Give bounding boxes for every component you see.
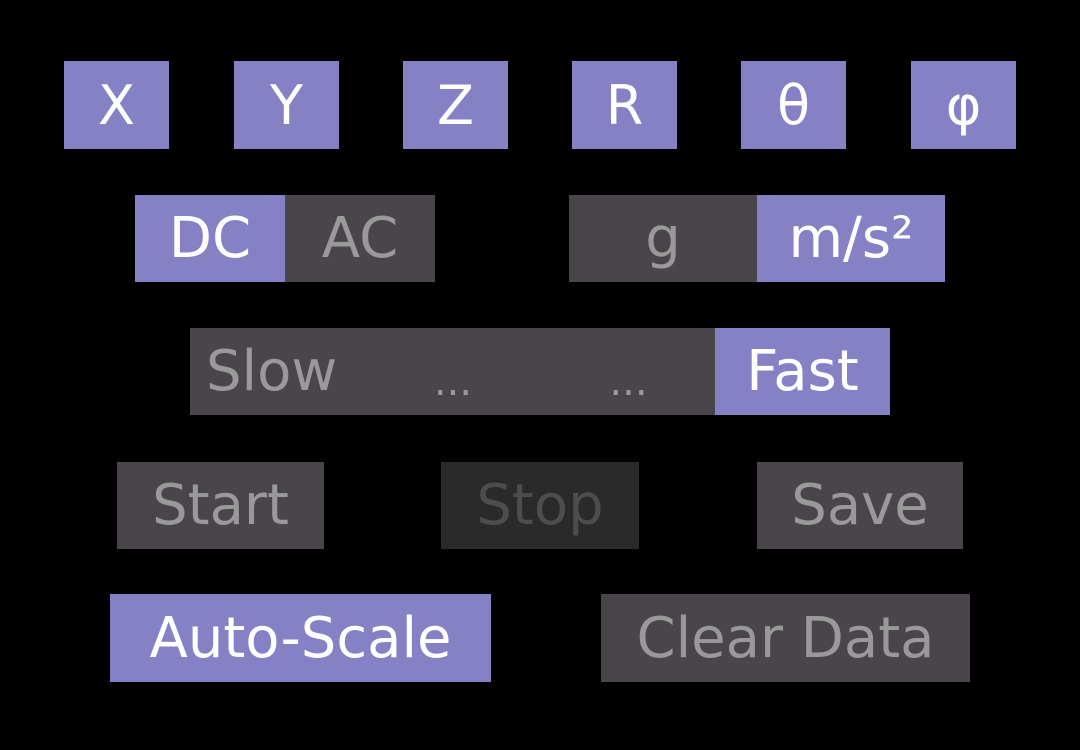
stop-button: Stop bbox=[441, 462, 639, 549]
axis-y-button[interactable]: Y bbox=[234, 61, 339, 149]
axis-phi-button[interactable]: φ bbox=[911, 61, 1016, 149]
clear-data-button[interactable]: Clear Data bbox=[601, 594, 970, 682]
ac-coupling-button[interactable]: AC bbox=[285, 195, 435, 282]
speed-slow-button[interactable]: Slow bbox=[190, 328, 404, 415]
axis-theta-button[interactable]: θ bbox=[741, 61, 846, 149]
axis-r-button[interactable]: R bbox=[572, 61, 677, 149]
auto-scale-button[interactable]: Auto-Scale bbox=[110, 594, 491, 682]
speed-medium-slow-button[interactable]: ... bbox=[404, 328, 502, 415]
start-button[interactable]: Start bbox=[117, 462, 324, 549]
axis-z-button[interactable]: Z bbox=[403, 61, 508, 149]
speed-medium-fast-button[interactable]: ... bbox=[502, 328, 715, 415]
unit-g-button[interactable]: g bbox=[569, 195, 757, 282]
speed-fast-button[interactable]: Fast bbox=[715, 328, 890, 415]
dc-coupling-button[interactable]: DC bbox=[135, 195, 285, 282]
unit-ms2-button[interactable]: m/s² bbox=[757, 195, 945, 282]
save-button[interactable]: Save bbox=[757, 462, 963, 549]
axis-x-button[interactable]: X bbox=[64, 61, 169, 149]
